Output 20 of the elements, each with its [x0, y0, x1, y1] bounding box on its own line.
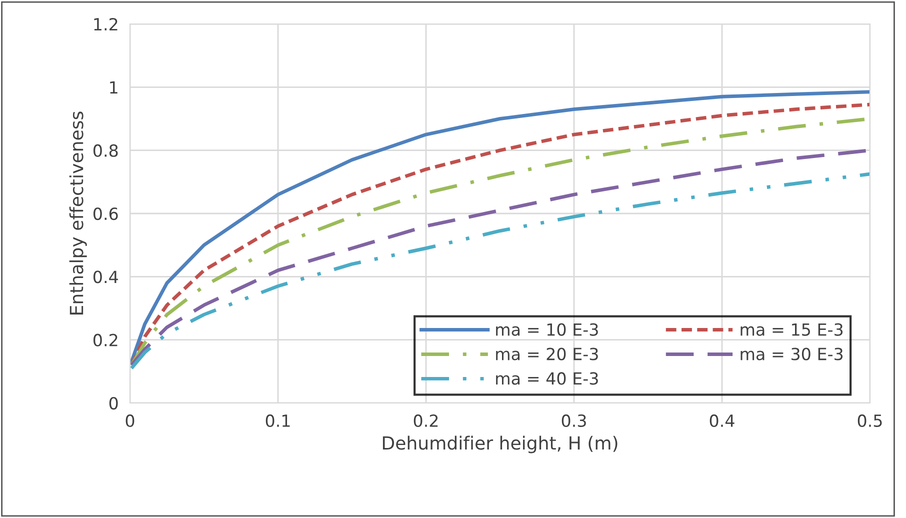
y-tick-label: 0.2 [93, 334, 118, 346]
y-tick-label: 0.8 [93, 144, 118, 157]
x-axis-title: Dehumdifier height, H (m) [382, 436, 618, 454]
x-tick-label: 0.3 [562, 414, 586, 428]
y-tick-label: 1.2 [94, 18, 118, 30]
legend-label: ma = 10 E-3 [496, 323, 598, 336]
y-tick-label: 0 [109, 396, 118, 410]
x-tick-label: 0.1 [266, 414, 290, 428]
x-tick-label: 0.5 [858, 414, 882, 428]
y-tick-label: 0.6 [93, 207, 118, 220]
legend-label: ma = 20 E-3 [496, 348, 598, 360]
y-tick-label: 1 [110, 81, 118, 94]
y-axis-title: Enthalpy effectiveness [69, 112, 87, 314]
legend-label: ma = 15 E-3 [740, 323, 843, 336]
y-tick-label: 0.4 [93, 270, 118, 284]
legend-label: ma = 30 E-3 [740, 348, 843, 360]
x-tick-label: 0 [126, 414, 134, 428]
x-tick-label: 0.2 [414, 414, 438, 428]
x-tick-label: 0.4 [710, 414, 734, 428]
legend-label: ma = 40 E-3 [496, 372, 598, 385]
